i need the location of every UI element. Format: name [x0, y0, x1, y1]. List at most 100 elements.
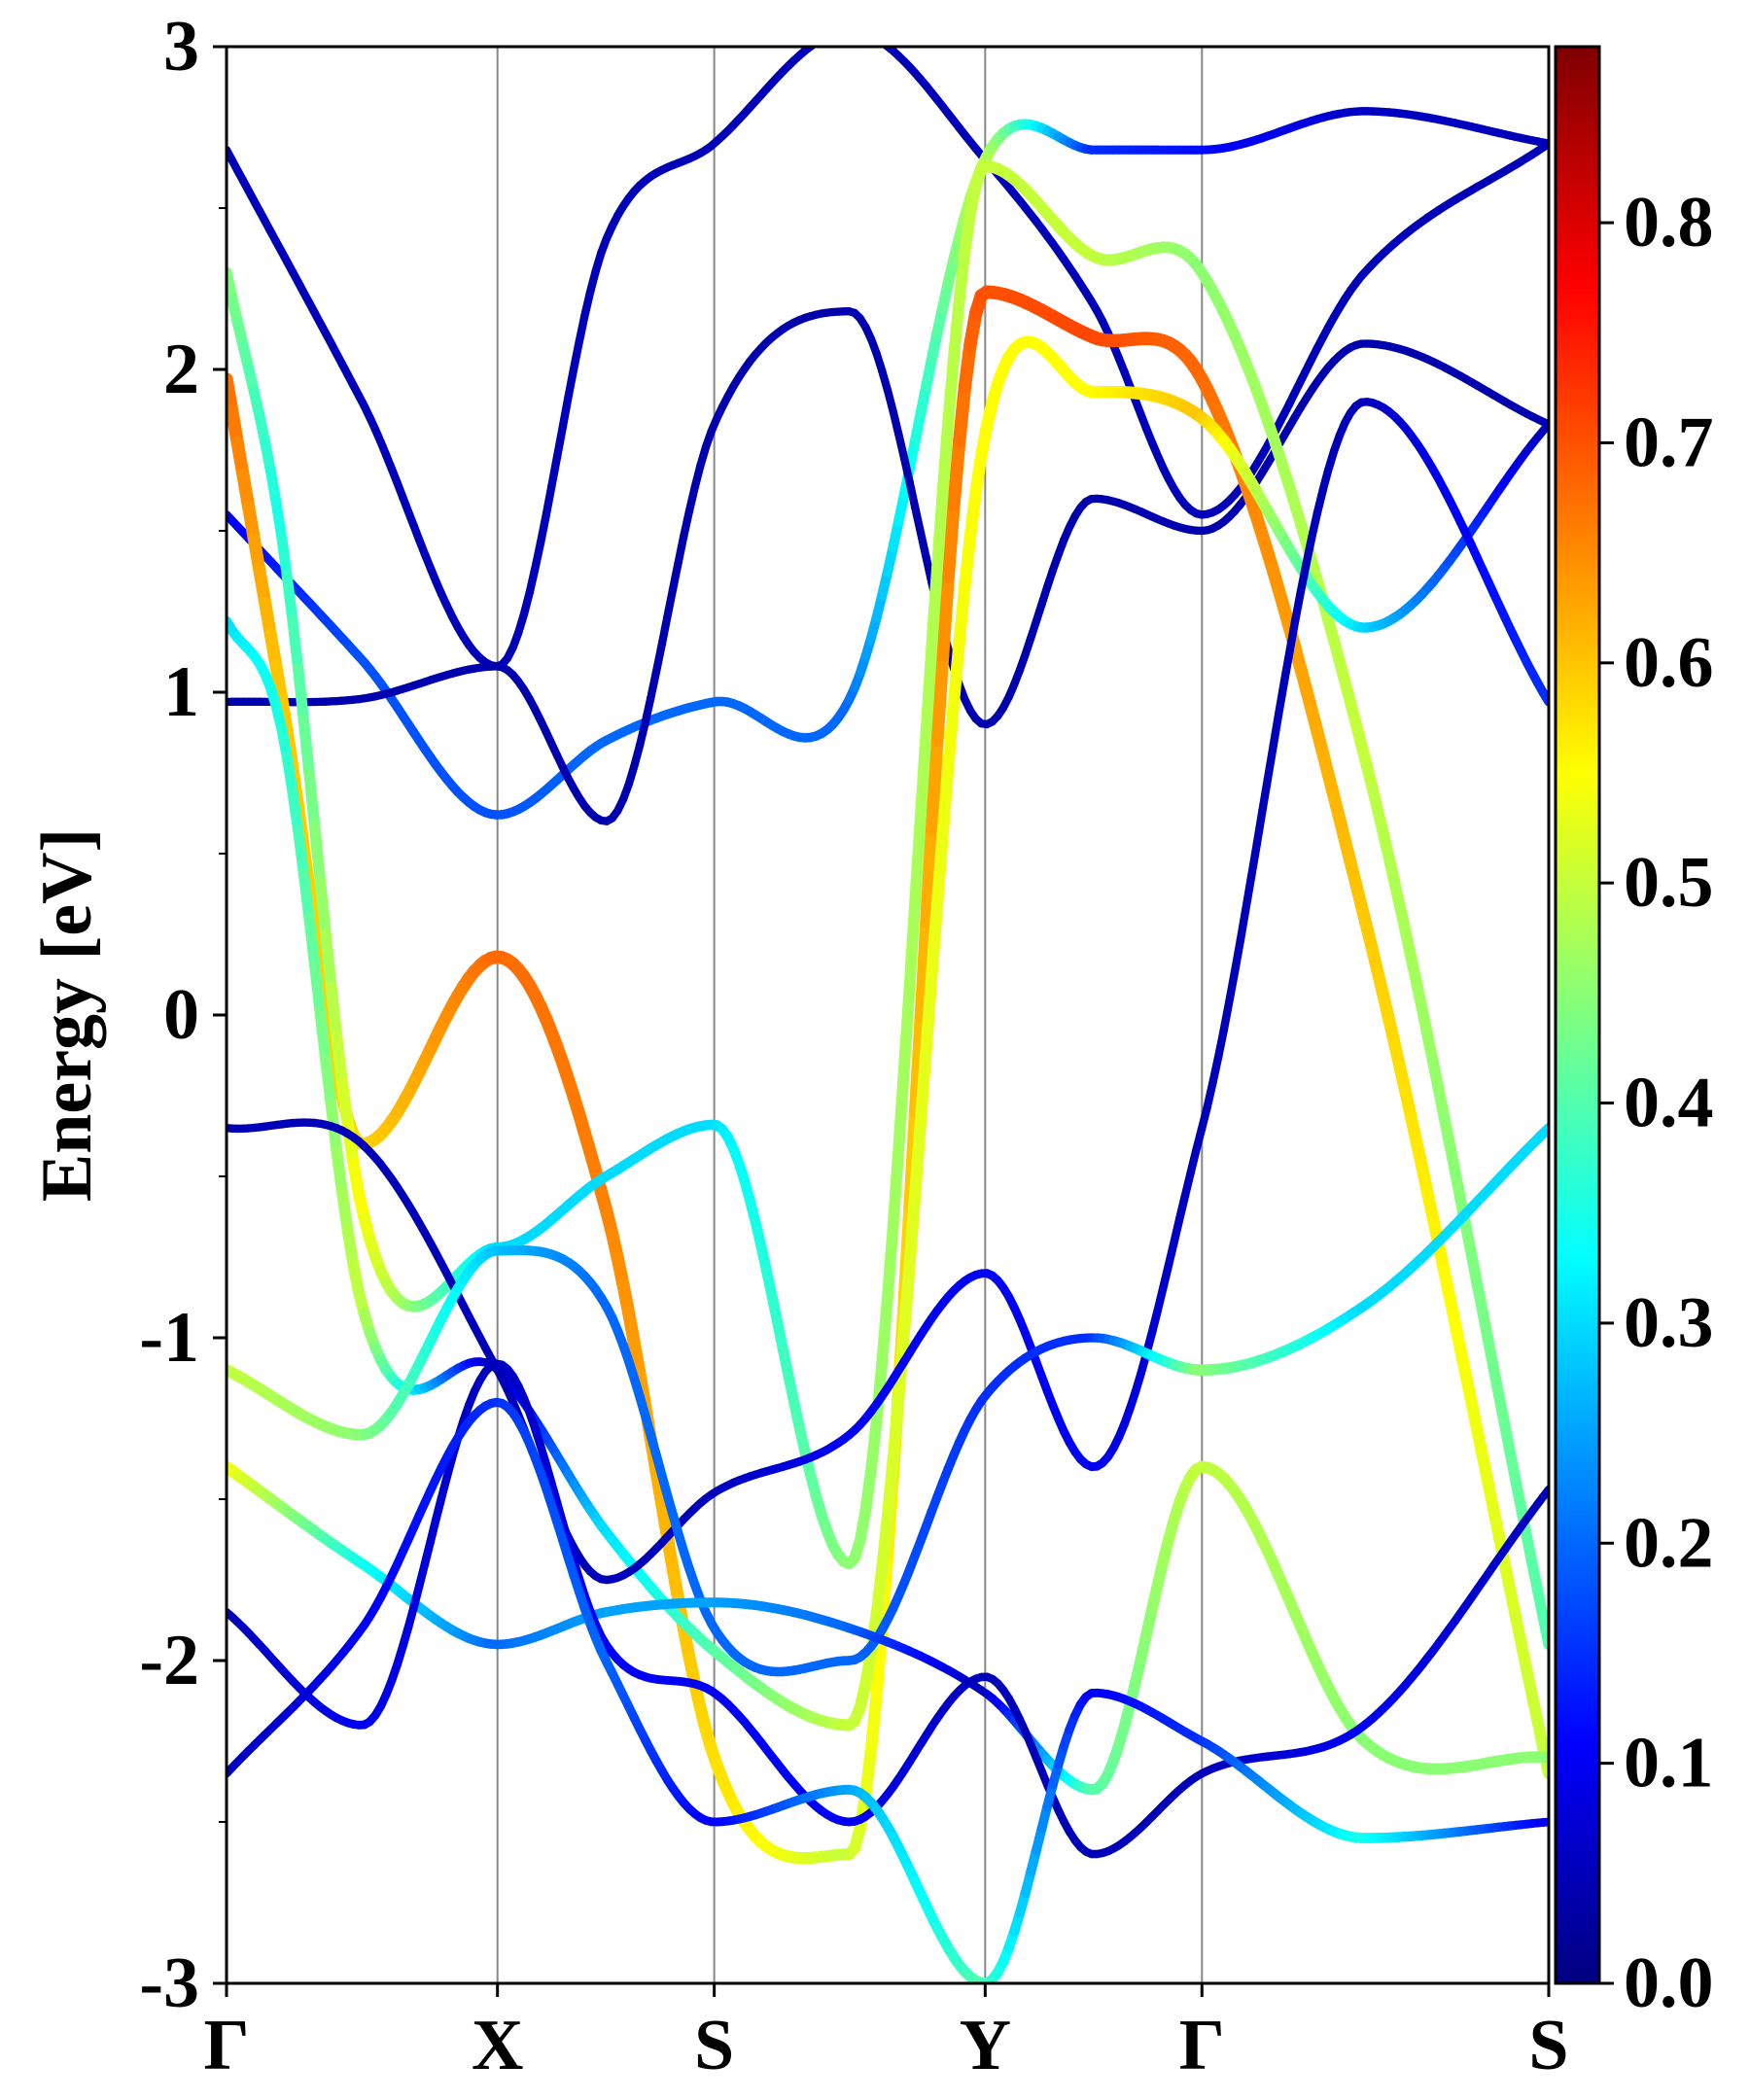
- band-segment: [569, 337, 583, 374]
- colorbar-tick-label: 0.7: [1624, 402, 1714, 482]
- band-segment: [1208, 1053, 1223, 1088]
- band-segment: [308, 821, 327, 888]
- band-segment: [941, 499, 961, 584]
- band-segment: [905, 478, 920, 512]
- band-segment: [270, 496, 288, 542]
- band-segment: [536, 510, 550, 547]
- band-segment: [1219, 998, 1234, 1035]
- band-segment: [531, 539, 545, 574]
- band-segment: [936, 570, 955, 663]
- band-segment: [651, 641, 666, 677]
- plot-area: [227, 47, 1549, 1983]
- band-segment: [909, 1114, 928, 1200]
- band-segment: [1296, 559, 1311, 596]
- band-segment: [838, 31, 844, 32]
- band-segment: [1291, 586, 1306, 624]
- band-segment: [844, 30, 850, 31]
- band-segment: [298, 714, 315, 779]
- band-lines: [227, 30, 1549, 1983]
- band-segment: [1308, 508, 1322, 542]
- band-segment: [320, 1054, 337, 1112]
- band-segment: [575, 311, 589, 346]
- band-segment: [668, 558, 682, 594]
- y-tick-label: -3: [139, 1943, 199, 2023]
- band-segment: [552, 423, 567, 462]
- y-tick-label: 3: [163, 7, 199, 87]
- band-segment: [953, 381, 971, 448]
- band-segment: [558, 394, 573, 432]
- band-segment: [959, 207, 976, 258]
- colorbar-tick-label: 0.6: [1624, 623, 1714, 703]
- band-segment: [281, 752, 298, 798]
- y-tick-label: 0: [163, 975, 199, 1055]
- y-tick-label: 2: [163, 330, 199, 409]
- band-segment: [822, 36, 827, 39]
- band-segment: [870, 1561, 889, 1620]
- band-segment: [320, 928, 337, 993]
- band-segment: [947, 435, 966, 512]
- band-segment: [657, 612, 672, 649]
- band-segment: [936, 415, 955, 498]
- band-segment: [899, 453, 914, 487]
- band-segment: [948, 294, 965, 364]
- band-segment: [909, 809, 927, 906]
- band-segment: [887, 1142, 905, 1231]
- band-segment: [926, 561, 943, 653]
- band-segment: [303, 912, 321, 970]
- band-segment: [1203, 1078, 1217, 1112]
- band-segment: [947, 635, 965, 709]
- band-segment: [1285, 615, 1300, 655]
- band-segment: [865, 34, 871, 36]
- band-segment: [881, 1452, 899, 1522]
- band-segment: [925, 734, 944, 837]
- band-segment: [674, 532, 688, 567]
- colorbar-tick-label: 0.3: [1624, 1283, 1714, 1363]
- band-segment: [1258, 774, 1273, 816]
- band-segment: [887, 1391, 905, 1465]
- band-segment: [331, 1031, 348, 1089]
- band-segment: [953, 245, 971, 306]
- band-segment: [1279, 646, 1294, 686]
- band-6: [227, 335, 1549, 1732]
- y-axis-label: Energy [eV]: [27, 828, 107, 1202]
- band-segment: [963, 486, 982, 542]
- band-segment: [942, 351, 960, 428]
- band-5: [227, 159, 1549, 1651]
- band-segment: [903, 1186, 922, 1270]
- band-segment: [309, 959, 326, 1018]
- band-segment: [942, 696, 961, 773]
- band-segment: [827, 34, 833, 37]
- band-segment: [864, 1687, 883, 1756]
- x-tick-label: X: [472, 2006, 523, 2085]
- band-segment: [871, 36, 877, 39]
- y-tick-label: 1: [163, 652, 199, 732]
- band-segment: [903, 893, 922, 991]
- band-segment: [335, 1076, 354, 1132]
- band-segment: [859, 1743, 878, 1802]
- colorbar-tick-label: 0.0: [1624, 1943, 1714, 2023]
- band-segment: [958, 337, 977, 395]
- band-segment: [325, 980, 343, 1042]
- band-segment: [276, 531, 293, 582]
- band-segment: [898, 978, 916, 1074]
- band-segment: [287, 787, 304, 836]
- band-segment: [293, 824, 309, 879]
- band-segment: [920, 823, 938, 929]
- x-tick-label: Y: [960, 2006, 1011, 2085]
- band-segment: [920, 641, 938, 736]
- colorbar-tick-label: 0.4: [1624, 1064, 1714, 1143]
- band-segment: [314, 1006, 332, 1066]
- band-segment: [1275, 677, 1289, 718]
- band-segment: [855, 31, 860, 32]
- band-segment: [908, 1010, 928, 1119]
- band-segment: [1252, 807, 1267, 849]
- band-segment: [542, 482, 556, 520]
- band-segment: [892, 1062, 910, 1154]
- band-segment: [1246, 840, 1261, 882]
- band-segment: [959, 530, 977, 593]
- band-segment: [1225, 967, 1240, 1006]
- band-segment: [926, 897, 944, 982]
- band-segment: [1269, 709, 1283, 751]
- band-1: [227, 30, 1549, 671]
